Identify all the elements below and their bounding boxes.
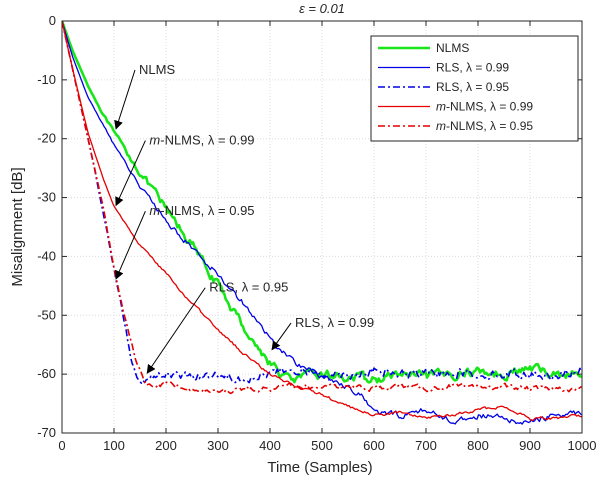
x-tick-label: 800 (467, 438, 489, 453)
annotation-italic-prefix: m (149, 203, 160, 218)
x-tick-label: 1000 (568, 438, 597, 453)
x-tick-label: 700 (415, 438, 437, 453)
series-layer (62, 21, 582, 425)
annotation-text: RLS, λ = 0.95 (209, 280, 288, 295)
x-axis-label: Time (Samples) (267, 459, 372, 476)
tick-layer: 0 100 200 300 400 500 600 700 800 900 1000 0 -10 -20 -… (37, 13, 596, 453)
x-tick-label: 900 (519, 438, 541, 453)
legend-label: RLS, λ = 0.99 (436, 61, 509, 75)
x-tick-label: 400 (259, 438, 281, 453)
x-tick-label: 100 (103, 438, 125, 453)
legend-label: m-NLMS, λ = 0.95 (436, 119, 533, 133)
y-tick-label: -10 (37, 72, 56, 87)
annotation-label: RLS, λ = 0.99 (295, 315, 374, 330)
legend-text: NLMS (436, 41, 469, 55)
series-line (62, 21, 582, 395)
annotation-label: NLMS (139, 62, 175, 77)
title-epsilon: ε = 0.01 (299, 1, 345, 16)
chart-title: ε = 0.01 (299, 1, 345, 16)
annotation-text: -NLMS, λ = 0.99 (160, 133, 254, 148)
x-tick-label: 0 (58, 438, 65, 453)
series-line (62, 21, 582, 421)
annotation-arrow (114, 69, 136, 130)
x-tick-label: 200 (155, 438, 177, 453)
annotation-label: m-NLMS, λ = 0.95 (149, 203, 254, 218)
annotation-text: -NLMS, λ = 0.95 (160, 203, 254, 218)
y-tick-label: -60 (37, 366, 56, 381)
legend-label: NLMS (436, 41, 469, 55)
annotation-text: RLS, λ = 0.99 (295, 315, 374, 330)
annotation-label: m-NLMS, λ = 0.99 (149, 133, 254, 148)
legend-text: RLS, λ = 0.99 (436, 61, 509, 75)
legend-box (370, 35, 579, 142)
annotation-italic-prefix: m (149, 133, 160, 148)
legend-text: -NLMS, λ = 0.95 (446, 119, 533, 133)
annotation-label: RLS, λ = 0.95 (209, 280, 288, 295)
annotation-arrow (115, 211, 146, 280)
x-tick-label: 500 (311, 438, 333, 453)
y-tick-label: -30 (37, 190, 56, 205)
series-line (62, 21, 582, 384)
legend-label: m-NLMS, λ = 0.99 (436, 100, 533, 114)
y-tick-label: -50 (37, 307, 56, 322)
legend-text: -NLMS, λ = 0.99 (446, 100, 533, 114)
annotation-arrow (271, 322, 292, 351)
x-tick-label: 300 (207, 438, 229, 453)
x-tick-label: 600 (363, 438, 385, 453)
y-tick-label: -70 (37, 425, 56, 440)
y-tick-label: -40 (37, 248, 56, 263)
legend-italic-prefix: m (436, 119, 446, 133)
legend-label: RLS, λ = 0.95 (436, 80, 509, 94)
legend-items: NLMS RLS, λ = 0.99 RLS, λ = 0.95 m-NLMS, λ … (378, 41, 533, 133)
y-axis-label: Misalignment [dB] (9, 167, 26, 286)
annotation-arrow (115, 140, 146, 207)
legend: NLMS RLS, λ = 0.99 RLS, λ = 0.95 m-NLMS, λ … (370, 35, 579, 142)
legend-italic-prefix: m (436, 100, 446, 114)
legend-text: RLS, λ = 0.95 (436, 80, 509, 94)
annotation-text: NLMS (139, 62, 175, 77)
y-tick-label: -20 (37, 131, 56, 146)
annotation-arrow (146, 287, 206, 374)
y-tick-label: 0 (49, 13, 56, 28)
